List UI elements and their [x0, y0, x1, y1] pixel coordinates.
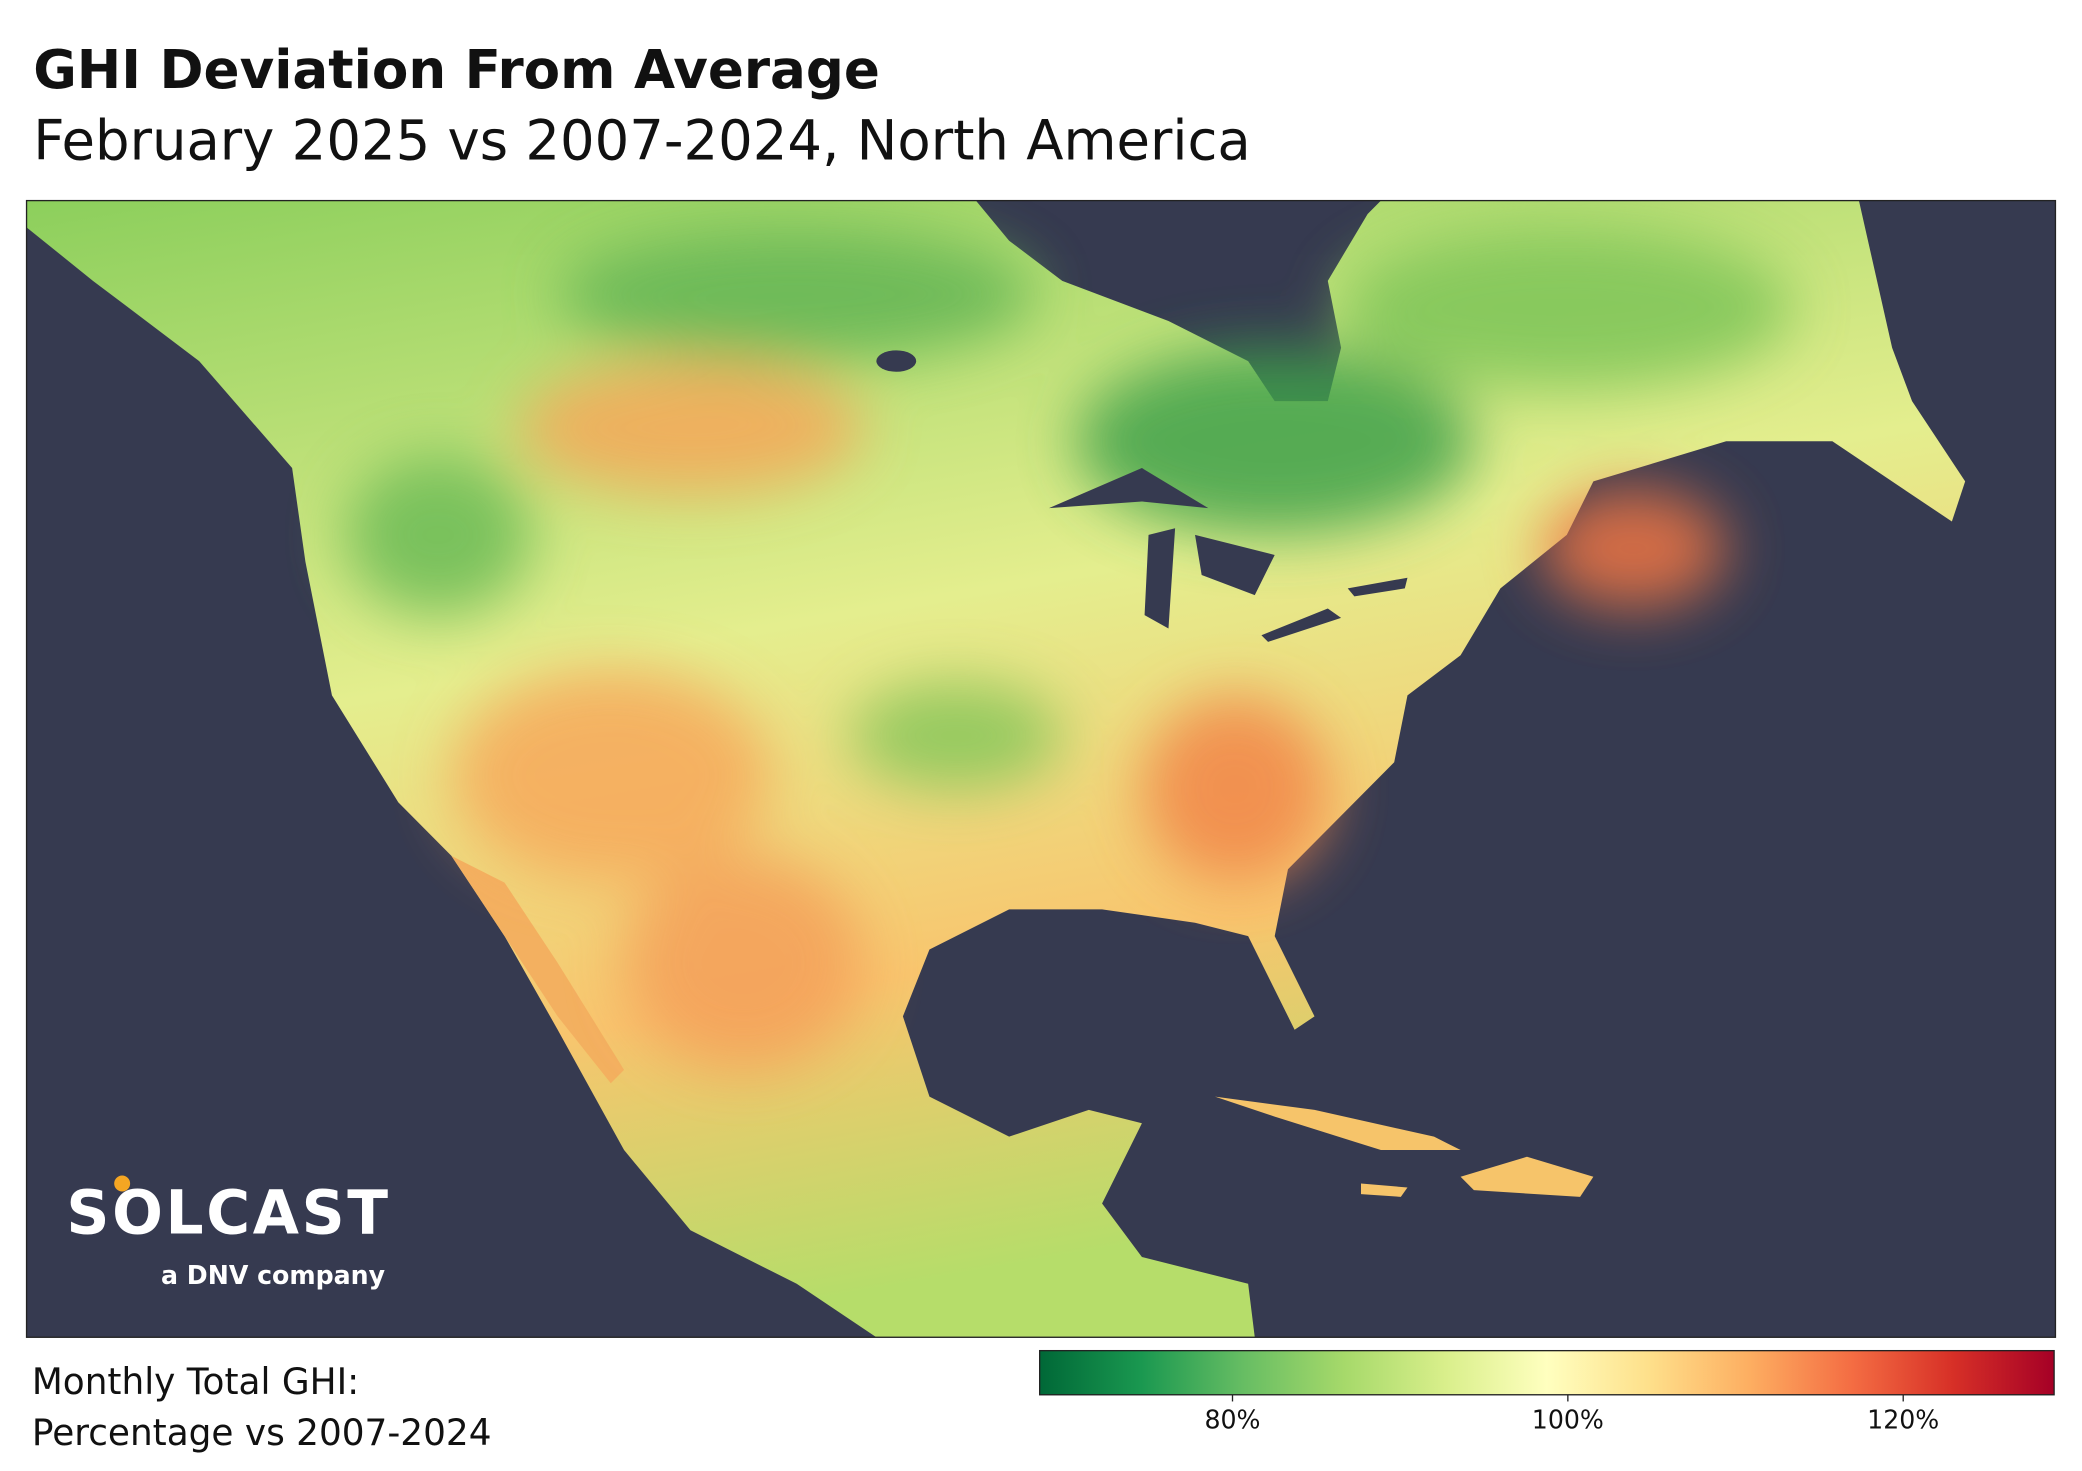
legend-title: Percentage vs 2007-2024	[32, 1413, 492, 1454]
legend: Monthly Total GHI: Percentage vs 2007-20…	[32, 1349, 2055, 1454]
logo-sun	[114, 1175, 131, 1192]
logo-brand: SOLCAST	[66, 1178, 390, 1248]
title: GHI Deviation From Average	[33, 39, 880, 101]
colorbar-tick-label: 80%	[1204, 1405, 1260, 1434]
colorbar	[1039, 1349, 2055, 1396]
subtitle: February 2025 vs 2007-2024, North Americ…	[33, 108, 1251, 172]
colorbar-tick-label: 120%	[1867, 1405, 1939, 1434]
colorbar-tick-label: 100%	[1532, 1405, 1604, 1434]
map: SOLCAST a DNV company	[26, 200, 2056, 1338]
land	[26, 200, 1966, 1338]
logo-tagline: a DNV company	[161, 1261, 386, 1290]
map-frame	[25, 199, 2057, 1338]
legend-title: Monthly Total GHI:	[32, 1362, 359, 1403]
